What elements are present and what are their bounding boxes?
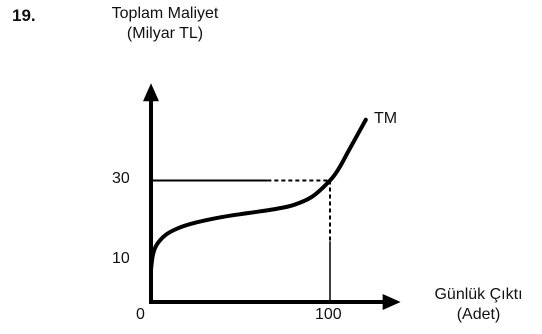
x-tick-0: 0 <box>136 306 145 323</box>
tm-curve <box>149 117 368 272</box>
y-tick-10: 10 <box>112 250 130 267</box>
x-axis-label: Günlük Çıktı (Adet) <box>416 285 541 325</box>
y-axis-arrow <box>143 83 159 102</box>
y-tick-30: 30 <box>112 170 130 187</box>
tm-curve-label: TM <box>374 110 398 127</box>
x-axis-label-line1: Günlük Çıktı <box>434 286 523 303</box>
x-tick-100: 100 <box>315 306 342 323</box>
x-axis-label-line2: (Adet) <box>456 306 501 323</box>
x-axis-arrow <box>382 294 401 310</box>
y-axis-label-line1: Toplam Maliyet <box>111 5 219 22</box>
y-axis-label-line2: (Milyar TL) <box>126 25 204 42</box>
y-axis-label: Toplam Maliyet (Milyar TL) <box>90 4 240 44</box>
question-number: 19. <box>12 6 36 25</box>
